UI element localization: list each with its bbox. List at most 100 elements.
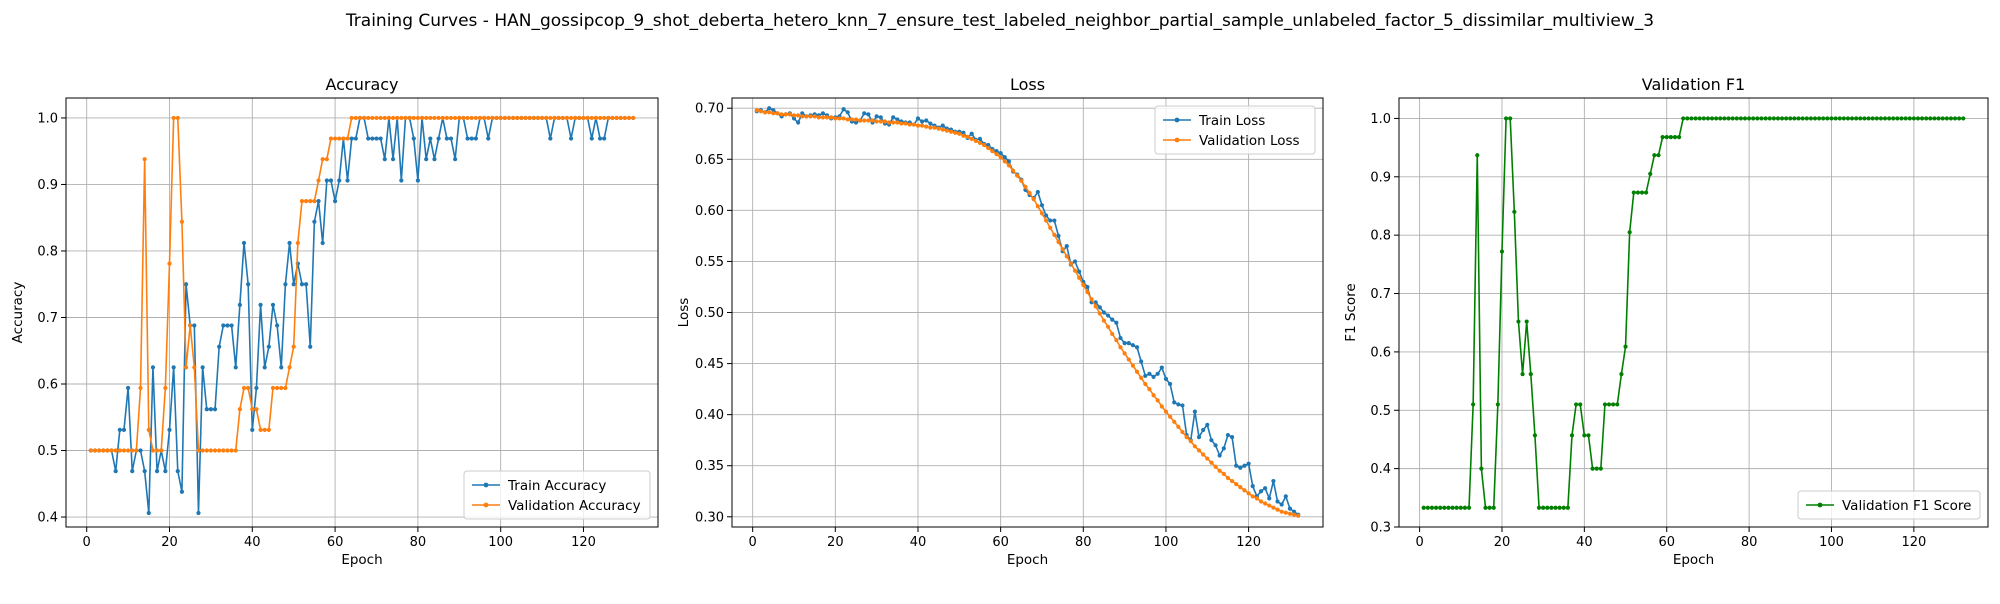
- data-point: [1048, 218, 1053, 223]
- data-point: [1812, 116, 1818, 121]
- data-point: [208, 407, 213, 412]
- data-point: [291, 282, 296, 287]
- data-point: [829, 115, 834, 120]
- x-tick-label: 60: [992, 535, 1009, 550]
- data-point: [1213, 464, 1218, 469]
- data-point: [1602, 402, 1608, 407]
- data-point: [415, 178, 420, 183]
- data-point: [386, 115, 392, 121]
- data-point: [1201, 452, 1206, 457]
- data-point: [1957, 116, 1962, 121]
- data-point: [92, 448, 98, 453]
- data-point: [874, 114, 879, 119]
- data-point: [138, 448, 143, 453]
- data-point: [1056, 239, 1061, 245]
- data-point: [217, 344, 222, 349]
- data-point: [527, 115, 532, 121]
- data-point: [432, 115, 437, 121]
- data-point: [1730, 116, 1735, 121]
- data-point: [171, 365, 176, 370]
- y-tick-label: 0.6: [1370, 345, 1391, 360]
- legend-box: [1797, 490, 1981, 520]
- data-point: [597, 115, 603, 121]
- data-point: [349, 136, 354, 141]
- data-point: [1705, 116, 1711, 121]
- data-point: [233, 448, 238, 453]
- data-point: [179, 489, 185, 494]
- data-point: [101, 448, 106, 453]
- legend-swatch-marker: [483, 482, 489, 488]
- data-point: [1718, 116, 1723, 121]
- data-point: [994, 149, 999, 154]
- data-point: [188, 323, 193, 328]
- data-point: [907, 122, 912, 127]
- legend-label: Validation F1 Score: [1842, 498, 1971, 514]
- x-tick-label: 60: [327, 535, 344, 550]
- data-point: [1192, 409, 1197, 414]
- data-point: [457, 115, 462, 121]
- data-point: [1238, 485, 1243, 490]
- data-point: [1615, 402, 1620, 407]
- data-point: [1668, 135, 1673, 140]
- data-point: [171, 115, 176, 121]
- legend-swatch-marker: [1174, 117, 1180, 123]
- data-point: [229, 448, 234, 453]
- data-point: [1627, 230, 1632, 235]
- data-point: [1209, 460, 1214, 465]
- data-point: [345, 178, 350, 183]
- data-point: [304, 198, 309, 204]
- data-point: [878, 119, 883, 124]
- data-point: [1483, 505, 1488, 510]
- data-point: [337, 178, 342, 183]
- data-point: [924, 124, 929, 129]
- data-point: [1221, 446, 1226, 451]
- data-point: [1759, 116, 1764, 121]
- data-point: [113, 469, 118, 474]
- data-point: [791, 116, 797, 121]
- legend-swatch-marker: [1174, 137, 1180, 143]
- series-line: [756, 109, 1299, 517]
- data-point: [312, 219, 317, 224]
- data-point: [1101, 310, 1107, 315]
- y-tick-label: 0.35: [695, 459, 724, 474]
- data-point: [159, 448, 164, 453]
- data-point: [548, 136, 553, 141]
- data-point: [1242, 463, 1247, 468]
- data-point: [287, 365, 292, 370]
- data-point: [808, 114, 813, 119]
- data-point: [204, 448, 209, 453]
- data-point: [196, 448, 201, 453]
- data-point: [250, 427, 255, 432]
- y-tick-label: 0.5: [37, 444, 58, 459]
- data-point: [1242, 488, 1247, 493]
- data-point: [1578, 402, 1583, 407]
- data-point: [150, 365, 156, 370]
- data-point: [217, 448, 222, 453]
- data-point: [469, 115, 474, 121]
- data-point: [1697, 116, 1702, 121]
- data-point: [1458, 505, 1463, 510]
- data-point: [895, 120, 900, 125]
- legend-swatch-marker: [483, 502, 489, 508]
- data-point: [283, 282, 288, 287]
- data-point: [911, 122, 916, 127]
- data-point: [403, 115, 408, 121]
- data-point: [936, 126, 941, 131]
- y-tick-label: 0.50: [695, 306, 724, 321]
- data-point: [820, 115, 826, 120]
- data-point: [866, 118, 871, 123]
- data-point: [486, 136, 491, 141]
- data-point: [246, 385, 251, 391]
- data-point: [1508, 116, 1513, 121]
- data-point: [411, 136, 416, 141]
- data-point: [332, 198, 338, 204]
- data-point: [183, 365, 189, 370]
- data-point: [1796, 116, 1801, 121]
- x-tick-label: 0: [83, 535, 91, 550]
- data-point: [535, 115, 541, 121]
- data-point: [568, 136, 574, 141]
- y-tick-label: 0.70: [695, 102, 724, 117]
- data-point: [345, 136, 350, 141]
- data-point: [308, 198, 313, 204]
